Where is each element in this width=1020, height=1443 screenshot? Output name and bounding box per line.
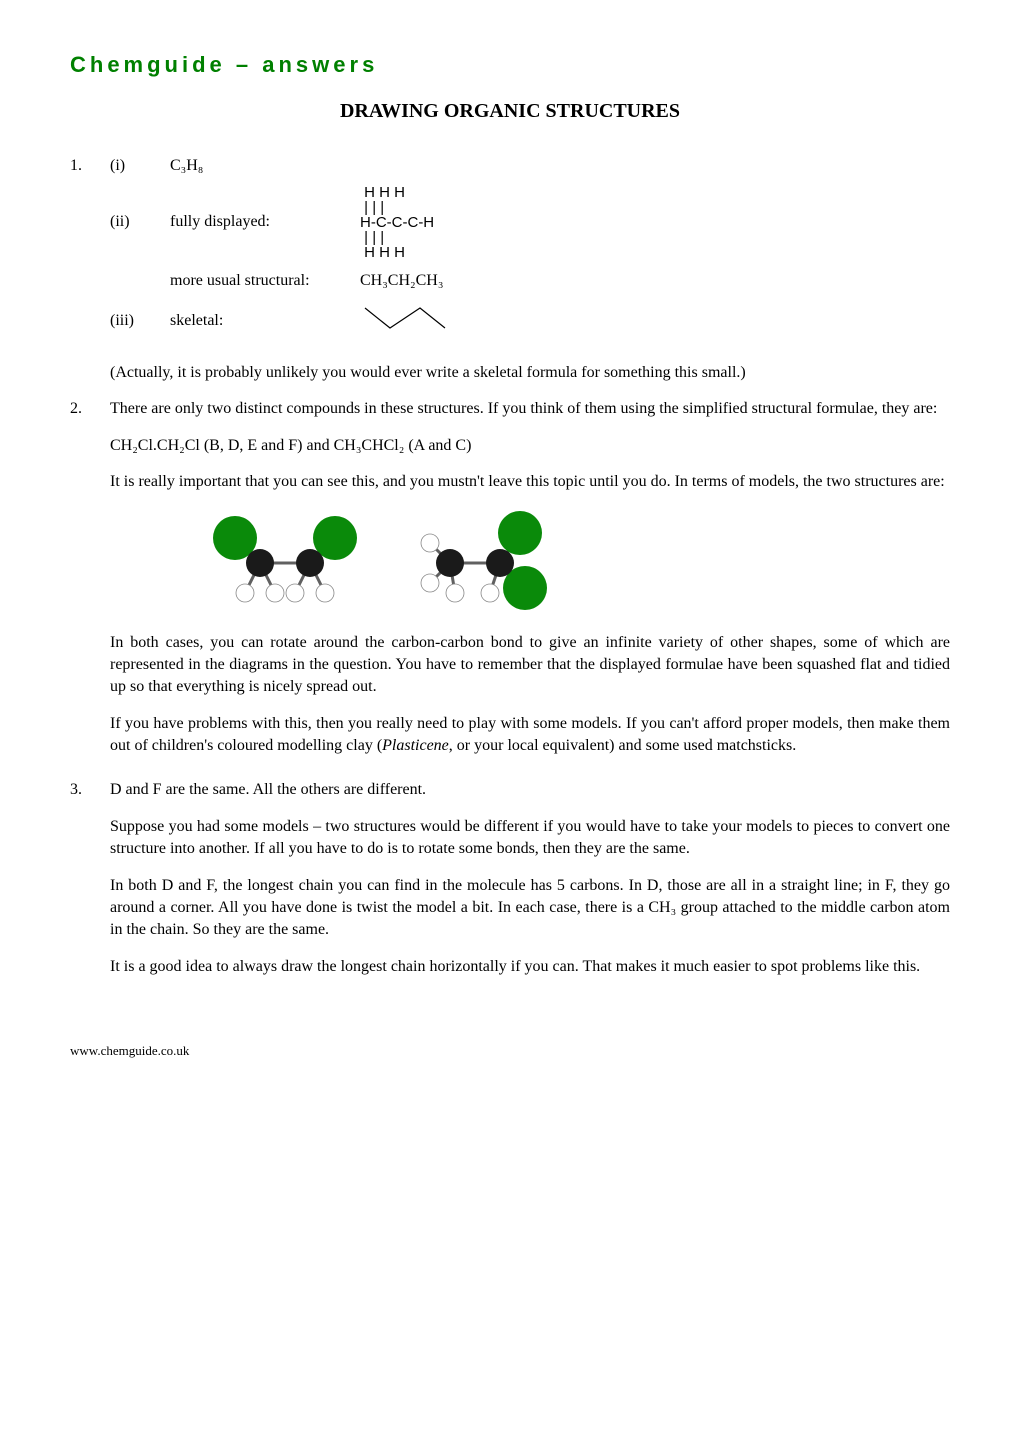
displayed-formula-diagram: H H H | | | H-C-C-C-H | | | H H H: [360, 185, 950, 260]
q1-ii-text: fully displayed:: [170, 211, 360, 233]
q3-p2: Suppose you had some models – two struct…: [110, 816, 950, 861]
q3-number: 3.: [70, 779, 110, 992]
footer-url: www.chemguide.co.uk: [70, 1042, 950, 1060]
question-2: 2. There are only two distinct compounds…: [70, 398, 950, 771]
molecule-model-2: [400, 508, 550, 618]
q1-structural-value: CH₃CH₂CH₃: [360, 270, 950, 292]
site-title: Chemguide – answers: [70, 50, 950, 81]
q2-p3: It is really important that you can see …: [110, 471, 950, 493]
q3-p1: D and F are the same. All the others are…: [110, 779, 950, 801]
q1-ii-label: (ii): [110, 211, 170, 233]
q3-p3: In both D and F, the longest chain you c…: [110, 875, 950, 942]
skeletal-formula-icon: [360, 303, 450, 333]
q3-p4: It is a good idea to always draw the lon…: [110, 956, 950, 978]
q2-p1: There are only two distinct compounds in…: [110, 398, 950, 420]
question-1: 1. (i) C₃H₈ (ii) fully displayed: H H H …: [70, 155, 950, 348]
q1-i-label: (i): [110, 155, 170, 177]
q1-iii-label: (iii): [110, 310, 170, 332]
main-title: DRAWING ORGANIC STRUCTURES: [70, 97, 950, 125]
molecule-model-1: [210, 508, 360, 618]
q1-i-value: C₃H₈: [170, 155, 360, 177]
q1-note: (Actually, it is probably unlikely you w…: [110, 362, 950, 384]
q2-number: 2.: [70, 398, 110, 771]
q1-iii-text: skeletal:: [170, 310, 360, 332]
q1-number: 1.: [70, 155, 110, 348]
molecule-models: [210, 508, 950, 618]
question-3: 3. D and F are the same. All the others …: [70, 779, 950, 992]
q2-p4: In both cases, you can rotate around the…: [110, 632, 950, 699]
q2-p2: CH₂Cl.CH₂Cl (B, D, E and F) and CH₃CHCl₂…: [110, 435, 950, 457]
q1-structural-label: more usual structural:: [170, 270, 360, 292]
q2-p5: If you have problems with this, then you…: [110, 713, 950, 758]
